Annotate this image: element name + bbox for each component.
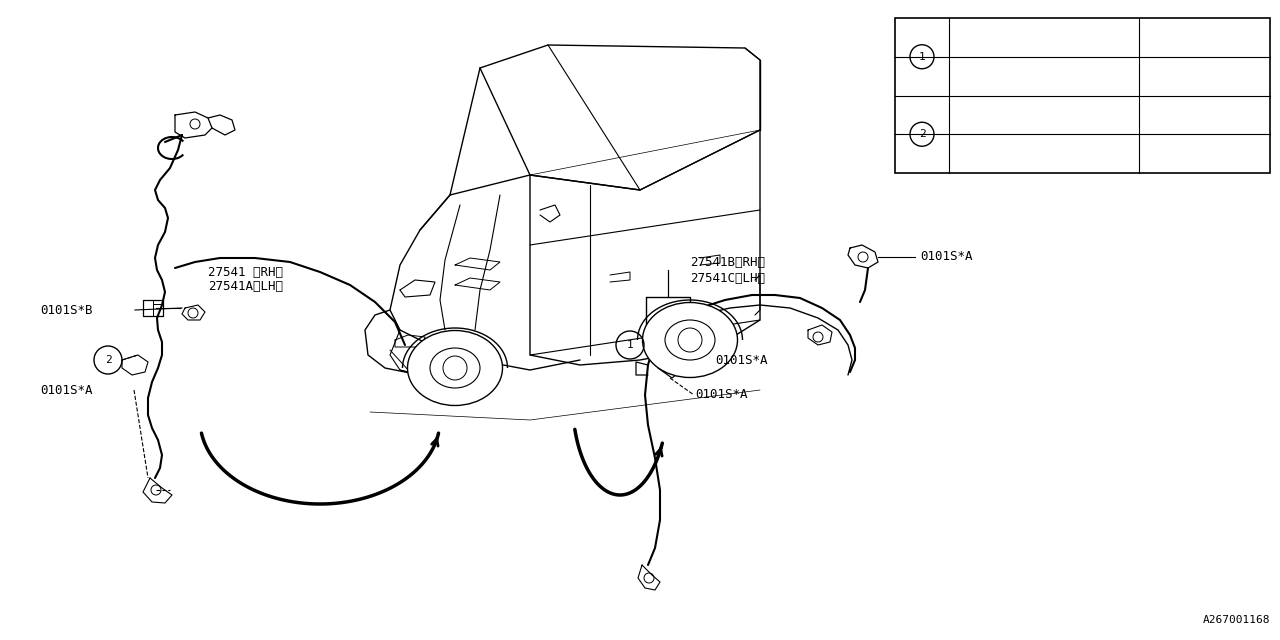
Text: 0101S*A: 0101S*A [716, 353, 768, 367]
Text: M000215: M000215 [955, 110, 1002, 120]
Circle shape [858, 252, 868, 262]
Text: 1: 1 [627, 340, 634, 350]
Circle shape [189, 119, 200, 129]
Circle shape [695, 357, 705, 367]
Circle shape [664, 352, 676, 364]
Text: 0101S*A: 0101S*A [695, 388, 748, 401]
Ellipse shape [643, 303, 737, 378]
Text: ( -1108): ( -1108) [1210, 33, 1265, 42]
Circle shape [443, 356, 467, 380]
Bar [895, 18, 1270, 173]
Text: NS: NS [955, 33, 969, 42]
Circle shape [678, 328, 701, 352]
Text: ( -1208): ( -1208) [1210, 110, 1265, 120]
Text: 2: 2 [105, 355, 111, 365]
Circle shape [644, 573, 654, 583]
Text: M000407: M000407 [955, 148, 1002, 159]
Circle shape [188, 308, 198, 318]
Text: 27541 〈RH〉: 27541 〈RH〉 [207, 266, 283, 278]
Text: 0101S*B: 0101S*B [40, 303, 92, 317]
Ellipse shape [666, 320, 716, 360]
Text: 0101S*A: 0101S*A [920, 250, 973, 264]
Text: 1: 1 [919, 52, 925, 61]
Text: 0101S*A: 0101S*A [40, 383, 92, 397]
Text: 27541C〈LH〉: 27541C〈LH〉 [690, 271, 765, 285]
Ellipse shape [430, 348, 480, 388]
Text: A267001168: A267001168 [1202, 615, 1270, 625]
Text: 27541B〈RH〉: 27541B〈RH〉 [690, 255, 765, 269]
Ellipse shape [407, 330, 503, 406]
Text: 2: 2 [919, 129, 925, 140]
Circle shape [813, 332, 823, 342]
Text: W130219: W130219 [955, 71, 1002, 81]
Circle shape [151, 485, 161, 495]
Text: (1108- ): (1108- ) [1210, 71, 1265, 81]
Text: 27541A〈LH〉: 27541A〈LH〉 [207, 280, 283, 294]
Text: (1208- ): (1208- ) [1210, 148, 1265, 159]
